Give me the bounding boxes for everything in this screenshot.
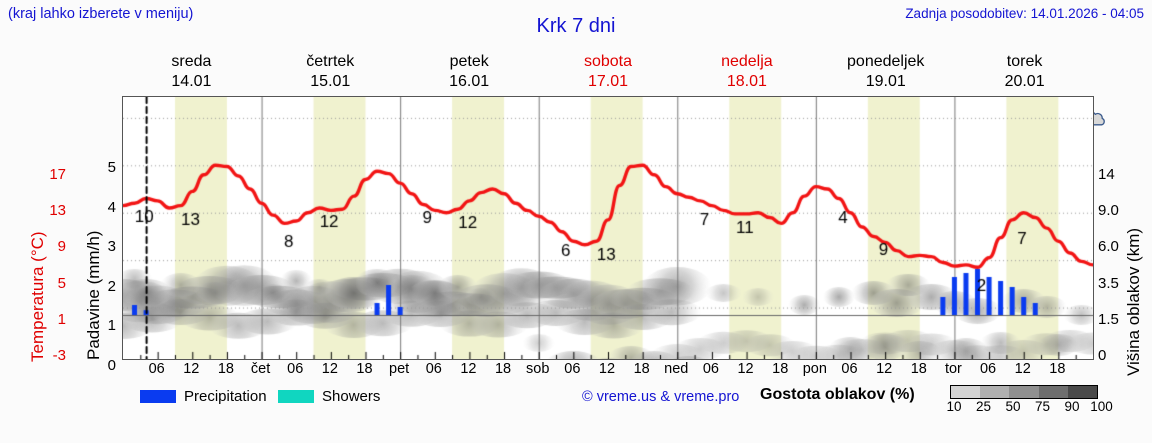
hour-tick-label: pet <box>389 361 410 377</box>
day-name: nedelja <box>721 53 773 70</box>
day-name: četrtek <box>306 53 355 70</box>
hour-tick-label: 18 <box>633 361 650 377</box>
cloud-density-step <box>1009 386 1039 398</box>
legend-showers-label: Showers <box>322 388 381 405</box>
showers-color-swatch <box>278 390 314 403</box>
cloud-density-step <box>980 386 1010 398</box>
hour-tick-label: 12 <box>1014 361 1031 377</box>
temperature-tick-4: 1 <box>57 310 66 328</box>
cloud-density-tick-labels: 10 25 50 75 90 100 <box>946 399 1112 417</box>
precipitation-axis-title: Padavine (mm/h) <box>62 176 103 366</box>
day-header-nedelja: nedelja 18.01 <box>677 52 816 94</box>
cloud-density-tick: 50 <box>1005 399 1021 414</box>
cloud-height-tick-3: 3.5 <box>1098 274 1119 292</box>
hour-tick-label: čet <box>250 361 271 377</box>
hour-tick-label: 06 <box>702 361 719 377</box>
temperature-tick-0: 17 <box>49 166 66 183</box>
temperature-tick-5: -3 <box>52 347 66 364</box>
day-header-row: sreda 14.01 četrtek 15.01 petek 16.01 sobota 17… <box>122 52 1094 94</box>
day-date: 20.01 <box>1004 73 1045 90</box>
hour-tick-label: 12 <box>183 361 200 377</box>
day-date: 18.01 <box>726 73 767 90</box>
last-update-label: Zadnja posodobitev: 14.01.2026 - 04:05 <box>905 6 1144 21</box>
day-header-sreda: sreda 14.01 <box>122 52 261 94</box>
cloud-density-step <box>951 386 981 398</box>
cloud-density-tick: 25 <box>975 399 992 414</box>
precipitation-tick-3: 2 <box>107 277 116 295</box>
day-name: sreda <box>171 53 212 70</box>
hour-tick-label: 06 <box>841 361 858 377</box>
day-date: 16.01 <box>449 73 490 90</box>
hour-tick-label: 06 <box>564 361 581 377</box>
hour-axis-labels: 06 12 18 čet 06 12 18 pet 06 12 18 sob 06 12 18 ned 06 12… <box>122 361 1094 383</box>
page-title: Krk 7 dni <box>536 15 616 37</box>
hour-tick-label: 18 <box>356 361 373 377</box>
hour-tick-label: 18 <box>217 361 234 377</box>
day-date: 17.01 <box>587 73 629 90</box>
cloud-density-step <box>1038 386 1068 398</box>
cloud-height-tick-2: 6.0 <box>1098 238 1119 256</box>
hour-tick-label: 18 <box>772 361 789 377</box>
cloud-density-tick: 100 <box>1090 399 1113 414</box>
hour-tick-label: 18 <box>1049 361 1066 377</box>
hour-tick-label: sob <box>526 361 550 377</box>
day-name: petek <box>449 53 489 70</box>
cloud-height-tick-0: 14 <box>1098 166 1115 183</box>
temperature-tick-3: 5 <box>57 274 66 292</box>
legend-precipitation-label: Precipitation <box>184 388 267 405</box>
day-date: 14.01 <box>171 73 212 90</box>
cloud-density-tick: 10 <box>946 399 962 414</box>
copyright-link[interactable]: © vreme.us & vreme.pro <box>582 389 740 405</box>
hour-tick-label: 12 <box>876 361 893 377</box>
hour-tick-label: 06 <box>287 361 304 377</box>
precipitation-tick-2: 3 <box>107 238 116 256</box>
day-name: torek <box>1006 53 1043 70</box>
cloud-density-legend-title: Gostota oblakov (%) <box>760 386 915 403</box>
legend-precipitation: Precipitation <box>140 388 267 405</box>
day-header-torek: torek 20.01 <box>955 52 1094 94</box>
hour-tick-label: 12 <box>598 361 616 377</box>
hour-tick-label: tor <box>944 361 962 377</box>
cloud-density-tick: 90 <box>1064 399 1080 414</box>
legend-showers: Showers <box>278 388 380 405</box>
hour-tick-label: 18 <box>494 361 512 377</box>
cloud-height-tick-1: 9.0 <box>1098 202 1119 220</box>
precipitation-tick-4: 1 <box>107 317 116 335</box>
day-name: sobota <box>583 53 633 70</box>
hour-tick-label: 06 <box>979 361 997 377</box>
hour-tick-label: ned <box>664 361 689 377</box>
precipitation-tick-0: 5 <box>107 159 116 176</box>
precipitation-tick-1: 4 <box>107 198 116 216</box>
hour-tick-label: 18 <box>910 361 927 377</box>
day-header-sobota: sobota 17.01 <box>539 52 678 94</box>
hour-tick-label: pon <box>802 361 827 377</box>
cloud-height-tick-5: 0 <box>1098 347 1107 364</box>
hour-tick-label: 12 <box>460 361 477 377</box>
temperature-tick-1: 13 <box>49 202 66 220</box>
hour-tick-label: 12 <box>737 361 754 377</box>
precipitation-color-swatch <box>140 390 176 403</box>
day-header-četrtek: četrtek 15.01 <box>261 52 400 94</box>
precipitation-tick-5: 0 <box>107 357 116 374</box>
cloud-density-step <box>1067 386 1098 398</box>
location-menu-note[interactable]: (kraj lahko izberete v meniju) <box>8 6 194 22</box>
temperature-tick-2: 9 <box>57 238 66 256</box>
meteogram-plot <box>122 96 1094 360</box>
day-name: ponedeljek <box>847 53 925 70</box>
cloud-density-tick: 75 <box>1034 399 1051 414</box>
day-date: 15.01 <box>310 73 351 90</box>
hour-tick-label: 06 <box>425 361 442 377</box>
hour-tick-label: 12 <box>321 361 338 377</box>
day-header-ponedeljek: ponedeljek 19.01 <box>816 52 955 94</box>
temperature-axis-title: Temperatura (°C) <box>6 176 47 366</box>
day-date: 19.01 <box>865 73 906 90</box>
day-header-petek: petek 16.01 <box>400 52 539 94</box>
cloud-height-tick-4: 1.5 <box>1098 310 1119 328</box>
cloud-density-gradient <box>950 385 1098 399</box>
hour-tick-label: 06 <box>148 361 165 377</box>
